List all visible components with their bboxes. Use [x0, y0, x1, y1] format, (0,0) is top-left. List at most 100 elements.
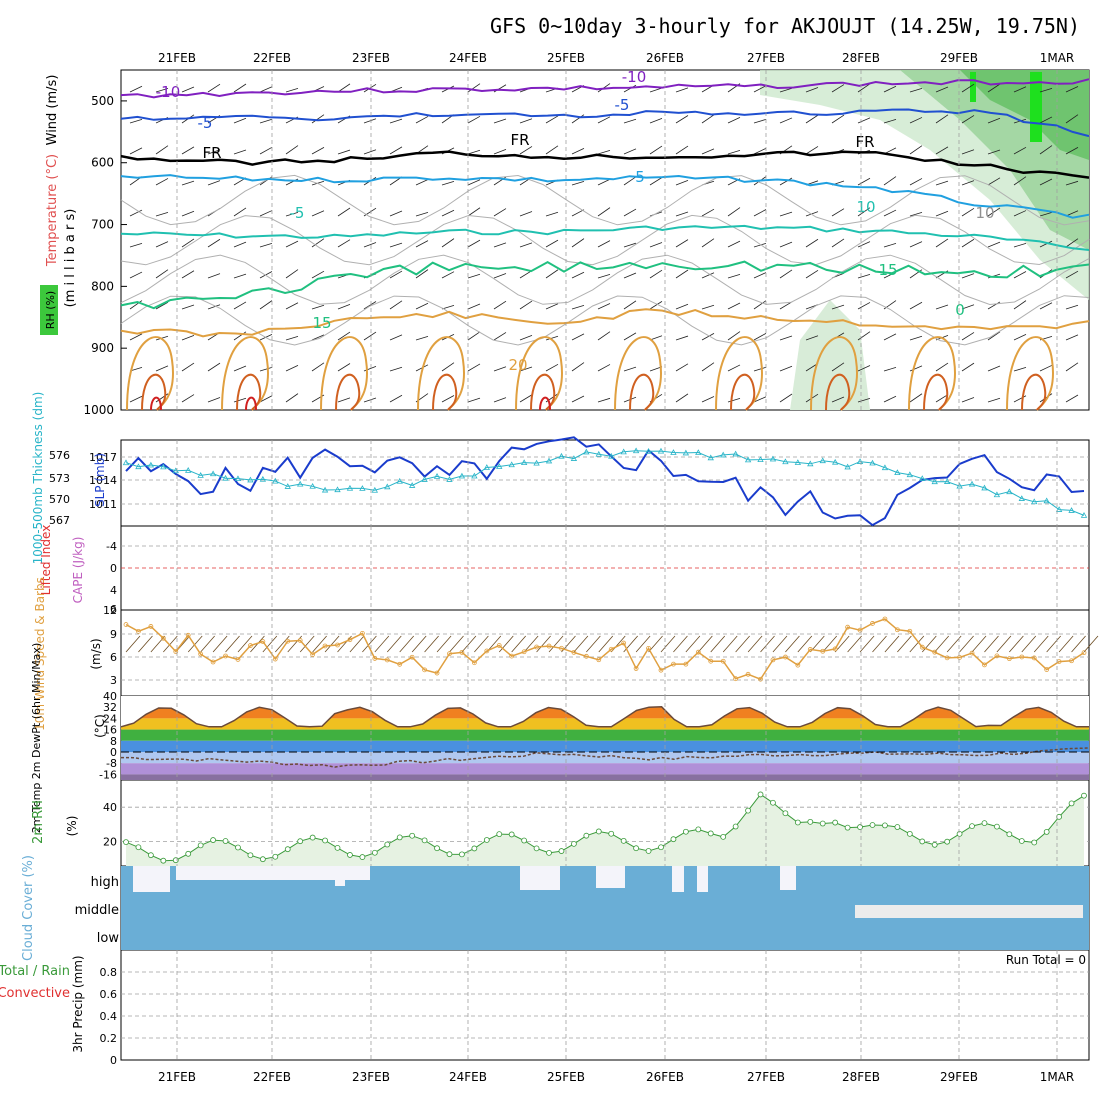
wind10-marker [608, 646, 614, 652]
cloud-gap-middle [1059, 905, 1071, 918]
wind-barb [727, 274, 741, 279]
wind10-barb [449, 635, 464, 653]
warm-contour [715, 336, 763, 411]
wind-barb [987, 207, 1001, 217]
wind10-marker [546, 643, 552, 649]
wind-barb [207, 397, 221, 403]
wind10-barb [536, 635, 551, 653]
rh-marker [794, 819, 801, 826]
wind-barb [155, 178, 169, 186]
wind-barb [1065, 86, 1079, 93]
wind-barb [701, 333, 715, 341]
wind10-marker [671, 661, 676, 667]
wind-barb [1065, 394, 1079, 403]
date-label-bottom: 21FEB [158, 1070, 196, 1084]
temp-tick: 24 [103, 712, 117, 725]
wind-barb [571, 333, 585, 341]
thickness-marker [533, 459, 540, 466]
wind-barb [805, 146, 819, 155]
wind10-marker [359, 630, 365, 636]
thickness-marker [993, 491, 1001, 498]
wind-barb [623, 272, 637, 279]
wind-barb [909, 87, 923, 93]
wind-barb [831, 396, 845, 403]
wind10-marker [957, 654, 962, 660]
wind-barb [467, 149, 481, 155]
cloud-gap-high [672, 866, 684, 892]
warm-contour-inner [825, 373, 851, 411]
wind-barb [1013, 395, 1027, 403]
wind-barb [441, 181, 455, 186]
wind-barb [1039, 116, 1053, 124]
rh-marker [1068, 800, 1075, 807]
wind-barb [545, 211, 559, 217]
thickness-line [125, 450, 1085, 516]
wind10-marker [422, 667, 427, 673]
rh-marker [259, 856, 266, 863]
wind-barb [337, 331, 351, 341]
dewpoint-line [120, 747, 1090, 768]
wind-barb [363, 149, 377, 155]
wind-barb [259, 271, 273, 279]
precip-total-label: Total / Rain [0, 964, 70, 979]
thickness-marker [769, 455, 777, 462]
wind10-marker [521, 649, 527, 655]
wind-barb [675, 180, 689, 186]
wind-barb [207, 362, 221, 372]
wind10-marker [484, 648, 490, 654]
wind-barb [545, 303, 559, 310]
thickness-marker [1031, 498, 1038, 505]
wind10-barb [909, 635, 925, 653]
wind-barb [831, 304, 845, 310]
wind10-barb [872, 635, 887, 653]
wind-barb [649, 145, 663, 155]
temp-tick: 8 [110, 735, 117, 748]
wind10-barb [150, 635, 166, 653]
wind10-barb [324, 635, 340, 653]
wind-barb [987, 177, 1001, 186]
wind10-marker [285, 638, 291, 644]
cloud-gap-middle [879, 905, 891, 918]
rh-marker [147, 852, 154, 859]
contour-label: 0 [955, 301, 965, 319]
rh-tick: 20 [103, 836, 117, 849]
hot-contour [245, 396, 257, 411]
rh-marker [533, 845, 540, 852]
wind-barb [935, 238, 949, 248]
wind10-marker [583, 653, 589, 659]
wind10-barb [386, 635, 402, 653]
slp-tick: 1011 [89, 498, 117, 511]
rh-marker [197, 842, 204, 849]
temp-tick: 32 [103, 701, 117, 714]
thickness-marker [359, 485, 366, 491]
date-label-top: 27FEB [747, 51, 785, 65]
wind-barb [285, 393, 299, 403]
wind10-label: 10m Wind Speed & Barbs [33, 577, 47, 731]
thickness-marker [570, 455, 578, 461]
warm-contour [810, 336, 858, 411]
precip-label: 3hr Precip (mm) [71, 955, 85, 1052]
wind10-marker [210, 659, 216, 665]
wind-barb [311, 114, 325, 124]
wind-barb [909, 145, 923, 155]
wind-barb [467, 363, 481, 372]
wind-barb [233, 301, 247, 310]
wind-barb [649, 301, 663, 310]
upper-air-panel: 500 600 700 800 900 1000 -10 -10 -5 -5 FR FR FR 5 -5 10… [83, 68, 1090, 417]
thickness-marker [707, 454, 714, 461]
date-label-bottom: 24FEB [449, 1070, 487, 1084]
mb-tick-label: 1000 [83, 403, 114, 417]
wind-barb [1013, 146, 1027, 155]
wind-barb [623, 366, 637, 372]
wind-barb [337, 397, 351, 403]
rh-contour [120, 295, 1090, 346]
wind-barb [467, 397, 481, 403]
wind-barb [857, 177, 871, 186]
wind-barb [493, 300, 507, 310]
temp-tick: -16 [99, 768, 117, 781]
wind10-marker [198, 651, 204, 657]
wind10-barb [648, 635, 663, 653]
mb-tick-label: 500 [91, 94, 114, 108]
thickness-marker [558, 452, 565, 459]
